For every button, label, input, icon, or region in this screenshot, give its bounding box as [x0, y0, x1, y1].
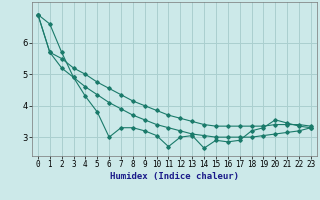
X-axis label: Humidex (Indice chaleur): Humidex (Indice chaleur): [110, 172, 239, 181]
